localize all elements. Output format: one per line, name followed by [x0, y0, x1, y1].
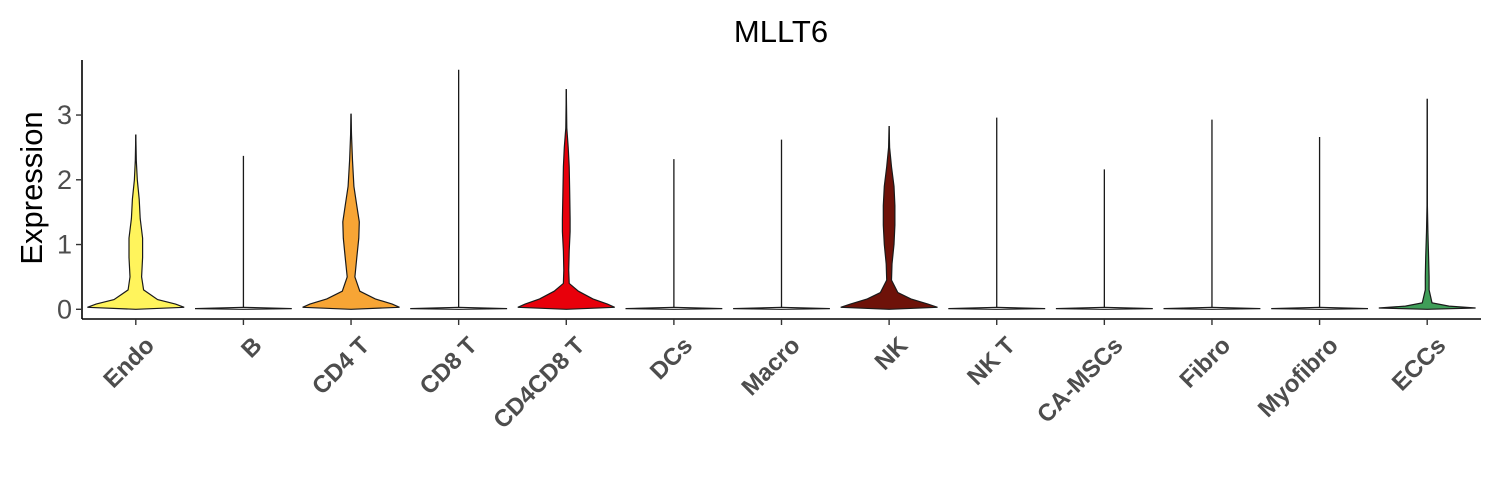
x-tick-label: CD4CD8 T: [488, 332, 590, 434]
violin-fibro: [1163, 306, 1261, 310]
y-tick-label: 0: [57, 294, 72, 324]
violin-nk: [840, 125, 938, 310]
violin-cd4cd8-t: [517, 89, 615, 310]
x-tick-label: CA-MSCs: [1032, 332, 1128, 428]
x-tick-label: CD4 T: [307, 332, 375, 400]
y-ticks: 0 1 2 3: [57, 100, 82, 324]
y-tick-label: 2: [57, 165, 72, 195]
violin-myofibro: [1271, 306, 1369, 310]
x-tick-label: ECCs: [1387, 332, 1451, 396]
x-tick-label: NK T: [962, 332, 1021, 391]
chart-title: MLLT6: [734, 14, 828, 49]
x-tick-label: Endo: [98, 332, 160, 394]
x-tick-label: B: [236, 332, 267, 363]
violin-cd8-t: [410, 306, 508, 310]
y-tick-label: 3: [57, 100, 72, 130]
y-tick-label: 1: [57, 230, 72, 260]
x-tick-label: Fibro: [1175, 332, 1237, 394]
violin-ca-mscs: [1055, 306, 1153, 310]
violin-endo: [87, 134, 185, 310]
x-ticks: Endo B CD4 T CD8 T CD4CD8 T DCs Macro NK NK T CA-…: [98, 319, 1451, 434]
violin-macro: [733, 306, 830, 310]
violin-dcs: [625, 306, 723, 310]
violin-nk-t: [948, 306, 1046, 310]
violin-b: [194, 306, 292, 310]
x-tick-label: Myofibro: [1253, 332, 1344, 423]
y-axis-label: Expression: [14, 111, 49, 264]
violin-layer: [87, 69, 1476, 310]
x-tick-label: Macro: [737, 332, 806, 401]
x-tick-label: NK: [870, 332, 914, 376]
violin-cd4-t: [302, 113, 400, 310]
x-tick-label: CD8 T: [415, 332, 483, 400]
violin-eccs: [1378, 98, 1476, 310]
x-tick-label: DCs: [645, 332, 698, 385]
